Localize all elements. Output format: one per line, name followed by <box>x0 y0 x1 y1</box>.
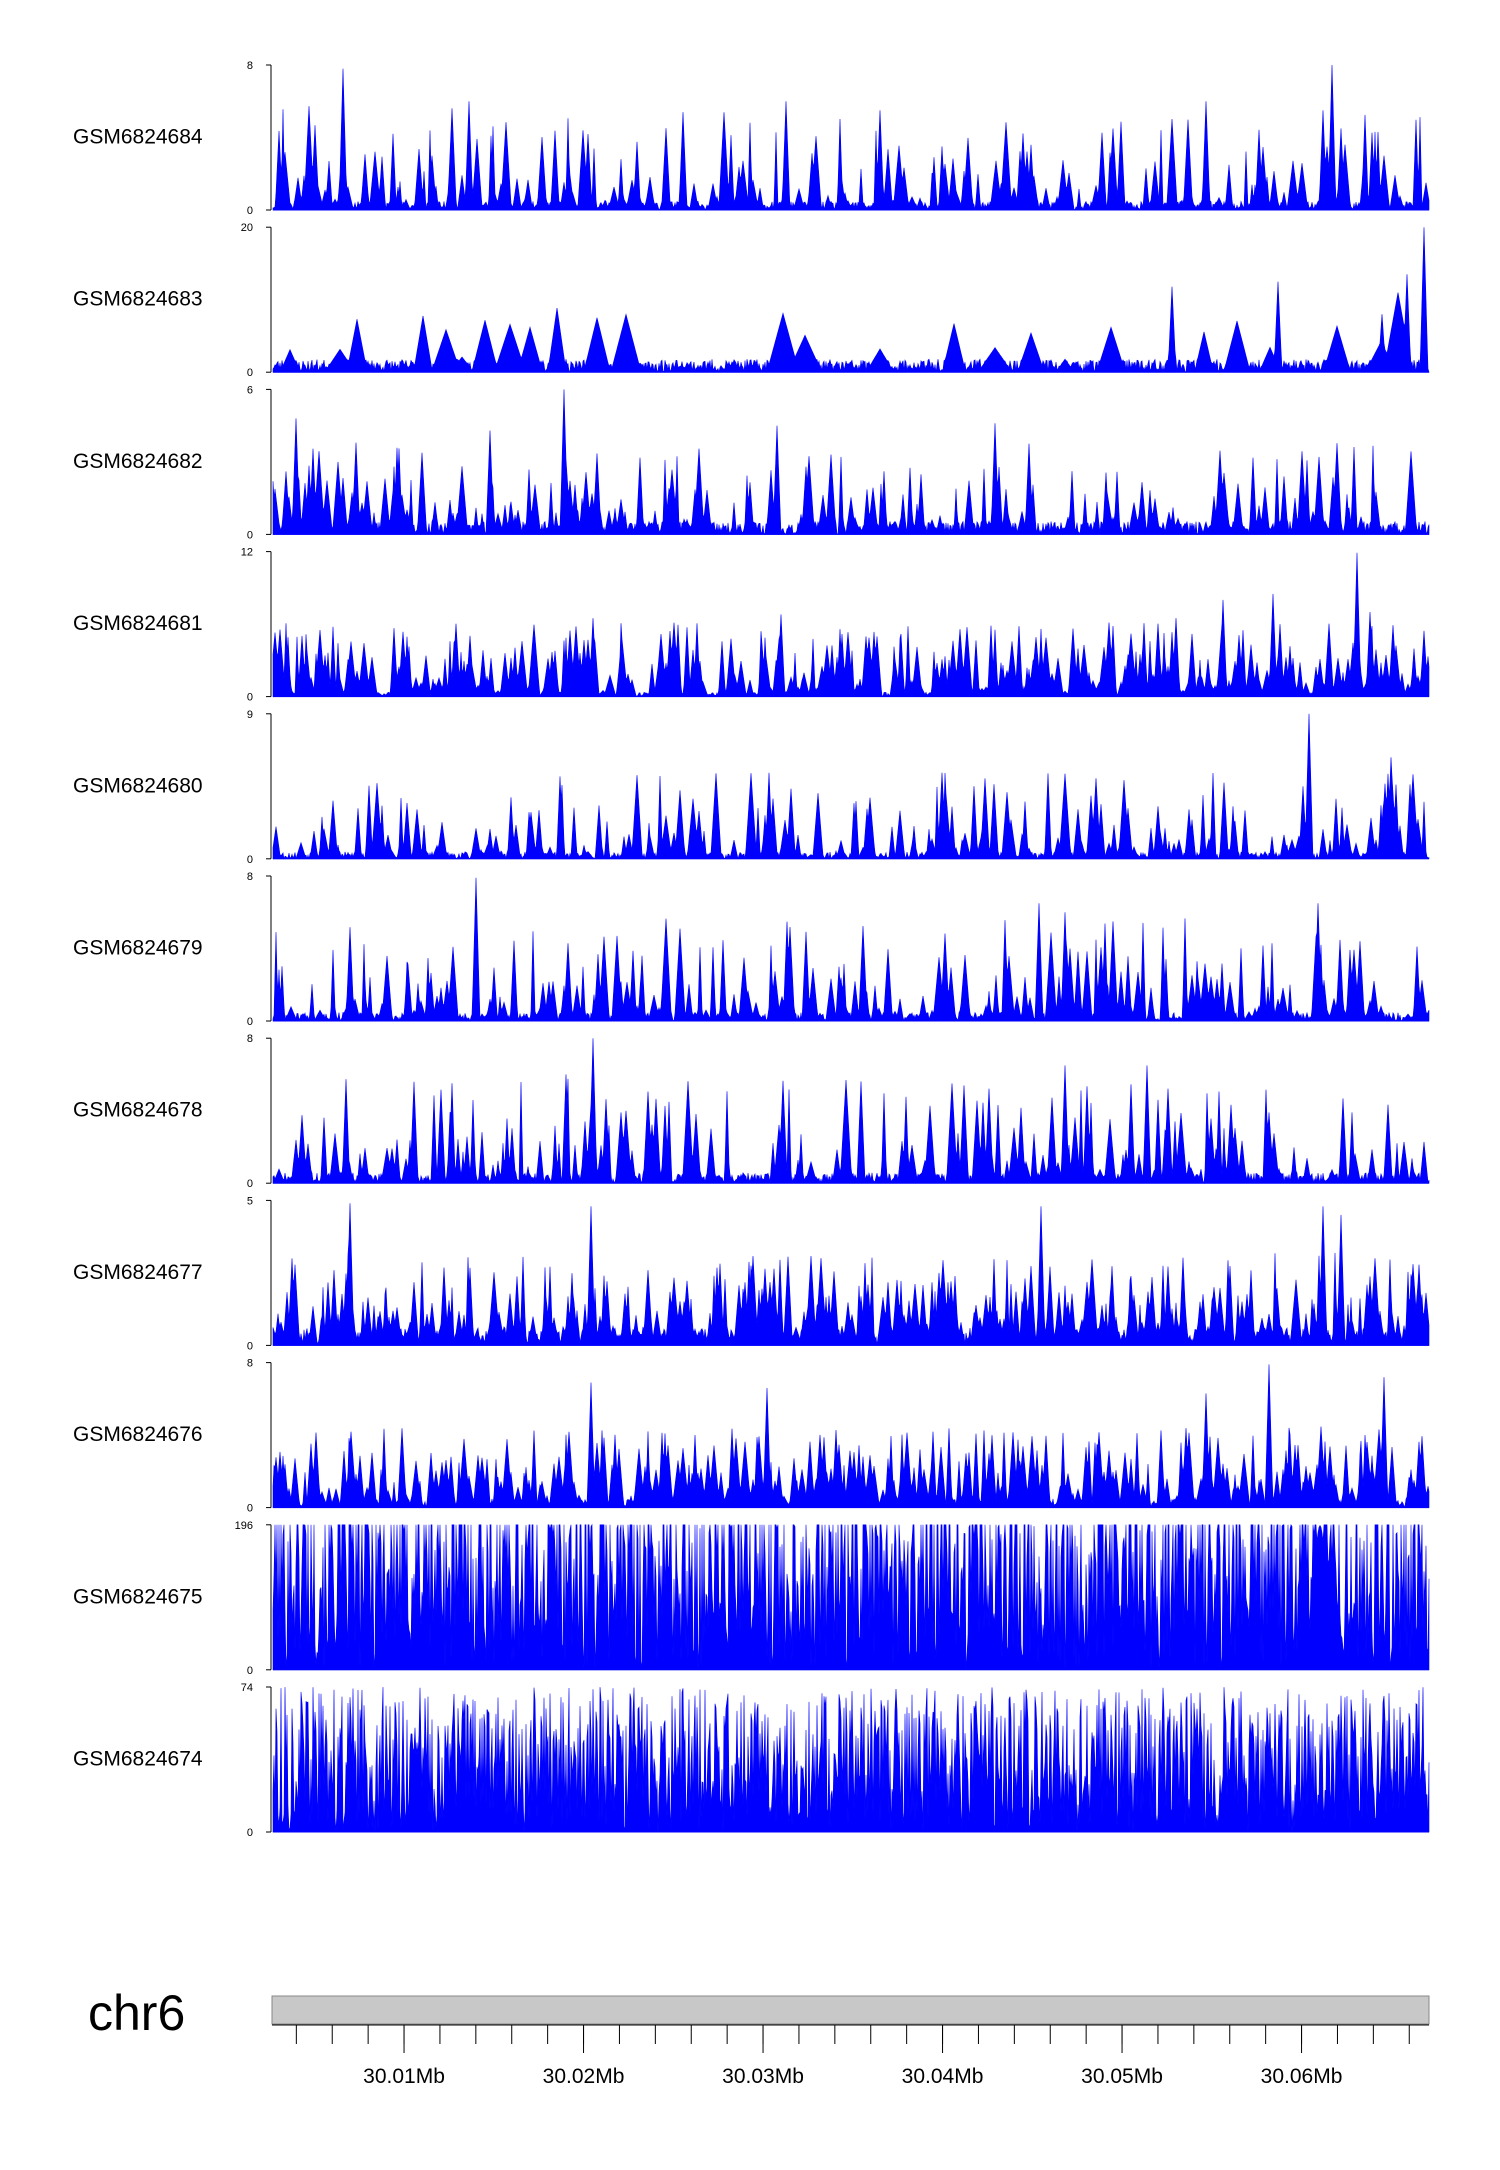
y-max-label: 8 <box>247 1033 253 1045</box>
chromosome-label: chr6 <box>88 1985 185 2041</box>
tick-label: 30.01Mb <box>363 2065 445 2088</box>
signal-area <box>272 389 1430 535</box>
y-max-label: 6 <box>247 384 253 396</box>
chromosome-ideogram: chr6 30.01Mb 30.02Mb 30.03Mb 30.04Mb 30.05Mb… <box>88 1985 1430 2088</box>
y-max-label: 196 <box>235 1520 253 1532</box>
chromosome-bar <box>271 1995 1430 2025</box>
y-max-label: 74 <box>241 1682 253 1694</box>
y-min-label: 0 <box>247 1340 253 1352</box>
track-GSM6824679: GSM6824679 8 0 <box>73 871 1430 1028</box>
track-GSM6824677: GSM6824677 5 0 <box>73 1195 1430 1352</box>
track-label: GSM6824679 <box>73 937 203 960</box>
track-GSM6824684: GSM6824684 8 0 <box>73 60 1430 217</box>
signal-area <box>272 64 1430 211</box>
y-max-label: 8 <box>247 1358 253 1370</box>
signal-area <box>272 1523 1430 1671</box>
signal-area <box>272 1038 1430 1185</box>
y-max-label: 8 <box>247 871 253 883</box>
signal-tracks: GSM682468480GSM6824683200GSM682468260GSM… <box>73 60 1430 1839</box>
y-min-label: 0 <box>247 205 253 217</box>
y-max-label: 12 <box>241 547 253 559</box>
tick-label: 30.06Mb <box>1261 2065 1343 2088</box>
y-max-label: 9 <box>247 709 253 721</box>
track-label: GSM6824680 <box>73 774 203 797</box>
track-GSM6824683: GSM6824683 20 0 <box>73 222 1430 379</box>
tick-label: 30.05Mb <box>1081 2065 1163 2088</box>
signal-area <box>272 1364 1430 1508</box>
y-min-label: 0 <box>247 529 253 541</box>
track-label: GSM6824677 <box>73 1261 203 1284</box>
track-GSM6824682: GSM6824682 6 0 <box>73 384 1430 541</box>
track-GSM6824676: GSM6824676 8 0 <box>73 1358 1430 1515</box>
y-max-label: 5 <box>247 1195 253 1207</box>
y-min-label: 0 <box>247 367 253 379</box>
track-GSM6824678: GSM6824678 8 0 <box>73 1033 1430 1190</box>
signal-area <box>272 1687 1430 1833</box>
y-min-label: 0 <box>247 1178 253 1190</box>
track-label: GSM6824674 <box>73 1748 203 1771</box>
y-min-label: 0 <box>247 1016 253 1028</box>
tick-label: 30.03Mb <box>722 2065 804 2088</box>
y-min-label: 0 <box>247 692 253 704</box>
track-label: GSM6824684 <box>73 126 203 149</box>
track-GSM6824681: GSM6824681 12 0 <box>73 547 1430 704</box>
track-label: GSM6824681 <box>73 612 203 635</box>
y-min-label: 0 <box>247 1665 253 1677</box>
signal-area <box>272 713 1430 860</box>
signal-area <box>272 1203 1430 1346</box>
signal-area <box>272 227 1430 373</box>
track-label: GSM6824682 <box>73 450 203 473</box>
y-min-label: 0 <box>247 854 253 866</box>
track-label: GSM6824676 <box>73 1423 203 1446</box>
tick-label: 30.04Mb <box>902 2065 984 2088</box>
track-label: GSM6824683 <box>73 288 203 311</box>
y-max-label: 8 <box>247 60 253 72</box>
track-GSM6824675: GSM6824675 196 0 <box>73 1520 1430 1677</box>
genome-axis: 30.01Mb 30.02Mb 30.03Mb 30.04Mb 30.05Mb 30.06… <box>272 2024 1429 2088</box>
track-label: GSM6824675 <box>73 1585 203 1608</box>
track-label: GSM6824678 <box>73 1099 203 1122</box>
signal-area <box>272 877 1430 1022</box>
y-min-label: 0 <box>247 1827 253 1839</box>
y-max-label: 20 <box>241 222 253 234</box>
track-GSM6824674: GSM6824674 74 0 <box>73 1682 1430 1839</box>
y-min-label: 0 <box>247 1503 253 1515</box>
signal-area <box>272 552 1430 698</box>
track-GSM6824680: GSM6824680 9 0 <box>73 709 1430 866</box>
tick-label: 30.02Mb <box>543 2065 625 2088</box>
